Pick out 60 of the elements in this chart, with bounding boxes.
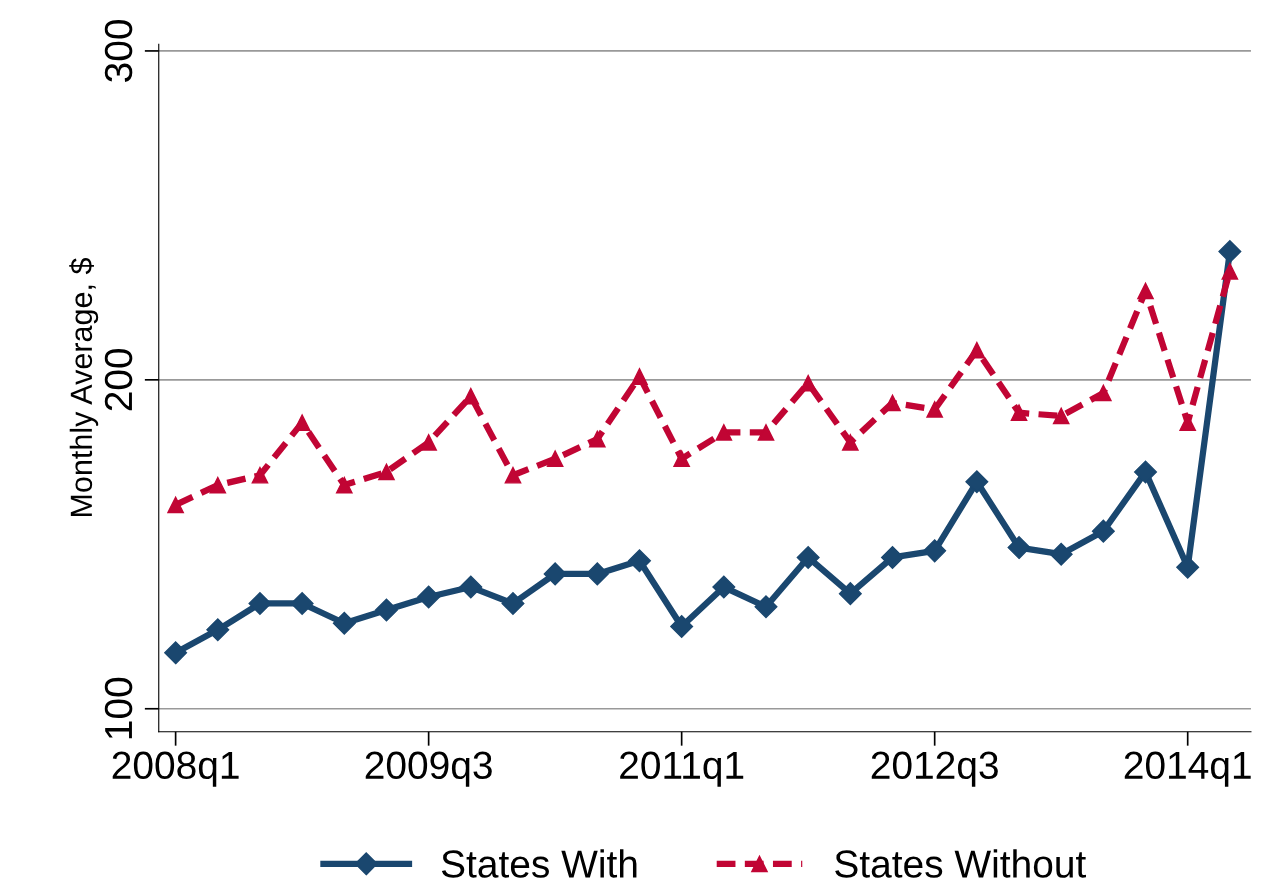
point [1137, 282, 1154, 300]
point [1218, 240, 1242, 264]
point [546, 450, 564, 468]
point [1134, 460, 1158, 484]
point [968, 341, 986, 359]
point [290, 592, 314, 615]
point [459, 575, 483, 599]
point [462, 387, 480, 405]
y-tick-label: 300 [104, 20, 133, 82]
point [588, 430, 606, 448]
point [881, 545, 905, 569]
point [332, 611, 356, 635]
point [838, 582, 862, 606]
x-tick-label: 2009q3 [365, 751, 492, 787]
point [504, 466, 522, 484]
point [248, 592, 272, 615]
y-tick-label: 200 [104, 348, 133, 411]
point [627, 549, 651, 573]
point [1095, 384, 1112, 402]
point [715, 424, 733, 441]
point [1052, 407, 1070, 425]
point [417, 585, 441, 609]
point [1091, 519, 1115, 543]
legend-label: States With [441, 849, 637, 878]
point [926, 401, 944, 418]
x-tick-label: 2012q3 [871, 751, 998, 787]
point [209, 476, 227, 494]
point [754, 595, 778, 619]
point [670, 615, 694, 639]
point [673, 450, 690, 468]
point [965, 470, 989, 494]
point [206, 618, 230, 642]
point [164, 641, 188, 665]
point [585, 562, 609, 586]
point [293, 414, 311, 431]
point [1010, 404, 1028, 422]
point [167, 496, 184, 514]
y-axis-title: Monthly Average, $ [69, 258, 99, 517]
point [799, 374, 817, 392]
point [251, 466, 269, 484]
point [1049, 542, 1073, 566]
y-tick-label: 100 [104, 677, 133, 739]
point [631, 368, 648, 385]
point [378, 463, 395, 481]
legend-label: States Without [835, 849, 1086, 878]
x-tick-label: 2014q1 [1124, 751, 1251, 787]
point [757, 424, 775, 441]
point [712, 575, 736, 599]
x-tick-label: 2008q1 [112, 751, 239, 787]
point [1221, 262, 1239, 280]
point [923, 539, 947, 563]
point [1007, 536, 1031, 560]
point [374, 598, 398, 622]
x-tick-label: 2011q1 [620, 751, 744, 787]
point [543, 562, 567, 586]
point [420, 433, 437, 451]
point [796, 545, 820, 569]
point [842, 433, 859, 451]
point [335, 476, 353, 494]
point [501, 592, 525, 615]
